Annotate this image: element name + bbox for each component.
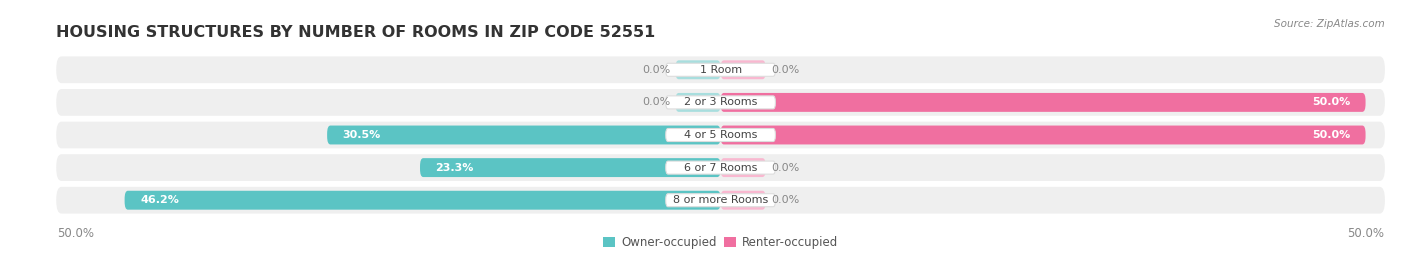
Text: 30.5%: 30.5% bbox=[343, 130, 381, 140]
Text: 8 or more Rooms: 8 or more Rooms bbox=[673, 195, 768, 205]
FancyBboxPatch shape bbox=[420, 158, 720, 177]
FancyBboxPatch shape bbox=[720, 93, 1365, 112]
FancyBboxPatch shape bbox=[56, 56, 1385, 83]
Text: 46.2%: 46.2% bbox=[141, 195, 179, 205]
Text: 0.0%: 0.0% bbox=[770, 195, 799, 205]
FancyBboxPatch shape bbox=[328, 126, 720, 144]
Text: 50.0%: 50.0% bbox=[1312, 130, 1350, 140]
FancyBboxPatch shape bbox=[56, 122, 1385, 148]
FancyBboxPatch shape bbox=[675, 93, 720, 112]
FancyBboxPatch shape bbox=[56, 89, 1385, 116]
FancyBboxPatch shape bbox=[720, 126, 1365, 144]
Text: Source: ZipAtlas.com: Source: ZipAtlas.com bbox=[1274, 19, 1385, 29]
Text: 0.0%: 0.0% bbox=[643, 65, 671, 75]
Legend: Owner-occupied, Renter-occupied: Owner-occupied, Renter-occupied bbox=[599, 231, 842, 254]
Text: 1 Room: 1 Room bbox=[700, 65, 741, 75]
Text: 23.3%: 23.3% bbox=[436, 163, 474, 173]
Text: HOUSING STRUCTURES BY NUMBER OF ROOMS IN ZIP CODE 52551: HOUSING STRUCTURES BY NUMBER OF ROOMS IN… bbox=[56, 25, 655, 40]
FancyBboxPatch shape bbox=[56, 154, 1385, 181]
FancyBboxPatch shape bbox=[666, 161, 775, 174]
FancyBboxPatch shape bbox=[666, 129, 775, 141]
Text: 2 or 3 Rooms: 2 or 3 Rooms bbox=[683, 97, 758, 107]
FancyBboxPatch shape bbox=[720, 191, 766, 210]
Text: 6 or 7 Rooms: 6 or 7 Rooms bbox=[683, 163, 758, 173]
FancyBboxPatch shape bbox=[666, 194, 775, 207]
Text: 0.0%: 0.0% bbox=[770, 65, 799, 75]
FancyBboxPatch shape bbox=[125, 191, 720, 210]
Text: 0.0%: 0.0% bbox=[643, 97, 671, 107]
FancyBboxPatch shape bbox=[720, 158, 766, 177]
FancyBboxPatch shape bbox=[56, 187, 1385, 214]
FancyBboxPatch shape bbox=[666, 63, 775, 76]
FancyBboxPatch shape bbox=[666, 96, 775, 109]
Text: 0.0%: 0.0% bbox=[770, 163, 799, 173]
FancyBboxPatch shape bbox=[720, 60, 766, 79]
Text: 4 or 5 Rooms: 4 or 5 Rooms bbox=[683, 130, 758, 140]
FancyBboxPatch shape bbox=[675, 60, 720, 79]
Text: 50.0%: 50.0% bbox=[1312, 97, 1350, 107]
